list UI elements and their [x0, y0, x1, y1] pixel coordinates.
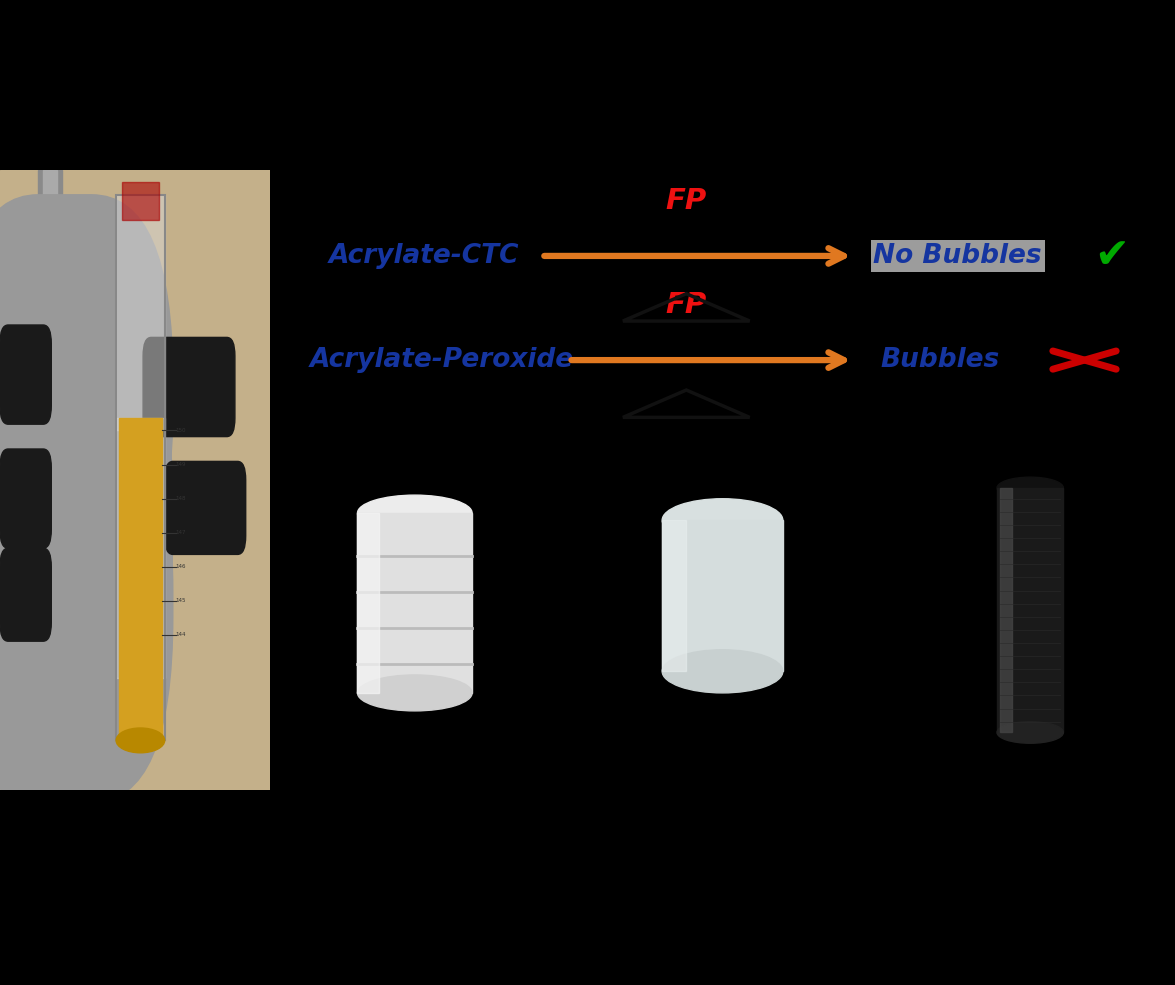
FancyBboxPatch shape [0, 449, 52, 549]
Ellipse shape [357, 675, 472, 711]
Text: Acrylate-CTC: Acrylate-CTC [329, 243, 519, 269]
Bar [663, 520, 783, 672]
Text: Acrylate-Peroxide: Acrylate-Peroxide [310, 347, 575, 373]
Text: 150: 150 [175, 427, 186, 432]
FancyBboxPatch shape [0, 195, 173, 592]
Bar [43, 170, 56, 790]
FancyBboxPatch shape [0, 406, 173, 803]
Bar [1000, 488, 1012, 733]
Bar [121, 182, 160, 220]
FancyBboxPatch shape [35, 393, 116, 449]
Text: 147: 147 [175, 530, 186, 535]
Text: ✔: ✔ [1094, 235, 1129, 277]
Bar [116, 195, 164, 741]
Bar [357, 513, 472, 692]
Text: 145: 145 [175, 599, 186, 604]
FancyBboxPatch shape [143, 338, 235, 436]
Bar [119, 418, 162, 741]
Ellipse shape [663, 498, 783, 542]
Text: FP: FP [666, 292, 707, 319]
FancyBboxPatch shape [165, 461, 246, 555]
Text: 146: 146 [175, 564, 186, 569]
Text: 148: 148 [175, 496, 186, 501]
Bar [357, 513, 378, 692]
FancyBboxPatch shape [0, 325, 52, 425]
FancyBboxPatch shape [0, 319, 173, 715]
Text: Bubbles: Bubbles [880, 347, 999, 373]
Text: FP: FP [666, 187, 707, 216]
Bar [998, 488, 1063, 733]
Bar [38, 170, 62, 790]
Ellipse shape [998, 722, 1063, 744]
Ellipse shape [998, 477, 1063, 498]
Ellipse shape [116, 728, 164, 753]
Text: No Bubbles: No Bubbles [873, 243, 1042, 269]
Bar [663, 520, 686, 672]
Ellipse shape [663, 650, 783, 692]
Text: 144: 144 [175, 632, 186, 637]
Bar [116, 418, 164, 679]
Ellipse shape [357, 495, 472, 531]
Text: 149: 149 [175, 462, 186, 467]
FancyBboxPatch shape [0, 549, 52, 641]
Bar [116, 195, 164, 430]
